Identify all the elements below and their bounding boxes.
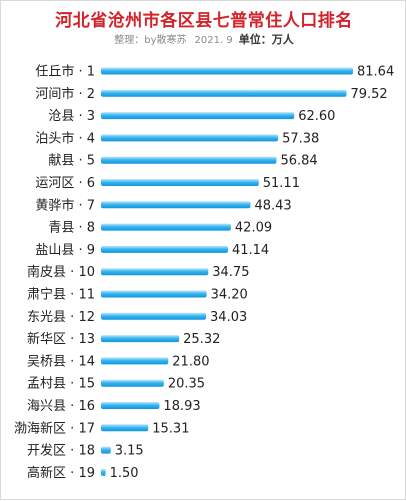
category-label: 孟村县 · 15 (27, 377, 95, 392)
category-label: 河间市 · 2 (35, 86, 95, 102)
value-label: 48.43 (254, 198, 291, 213)
chart-subtitle: 整理：by散寒苏 2021. 9 单位：万人 (1, 31, 406, 47)
value-label: 20.35 (168, 377, 205, 392)
value-label: 34.03 (210, 310, 247, 325)
value-label: 3.15 (115, 444, 144, 459)
category-label: 青县 · 8 (48, 221, 95, 236)
bar (101, 357, 169, 365)
category-label: 东光县 · 12 (27, 310, 95, 325)
bar (101, 112, 295, 120)
category-label: 泊头市 · 4 (35, 130, 95, 146)
category-label: 南皮县 · 10 (27, 264, 95, 280)
value-label: 21.80 (172, 354, 209, 369)
bar (101, 134, 279, 142)
category-label: 新华区 · 13 (27, 331, 95, 347)
bar (101, 312, 207, 320)
bar (101, 335, 180, 343)
chart-title: 河北省沧州市各区县七普常住人口排名 (55, 11, 353, 31)
value-label: 56.84 (280, 154, 317, 169)
bar (101, 379, 164, 387)
bar (101, 67, 353, 75)
value-label: 15.31 (152, 421, 189, 436)
value-label: 42.09 (235, 221, 272, 236)
category-label: 献县 · 5 (48, 154, 95, 169)
category-label: 黄骅市 · 7 (35, 197, 95, 213)
bar (101, 468, 106, 476)
value-label: 41.14 (232, 243, 269, 258)
bar (101, 424, 149, 432)
category-label: 任丘市 · 1 (35, 64, 95, 80)
category-label: 海兴县 · 16 (27, 399, 95, 414)
value-label: 51.11 (263, 176, 300, 191)
category-label: 肃宁县 · 11 (27, 287, 95, 303)
category-label: 沧县 · 3 (48, 108, 95, 124)
value-label: 25.32 (183, 332, 220, 347)
bar (101, 89, 347, 97)
category-label: 开发区 · 18 (27, 443, 95, 459)
bar (101, 223, 231, 231)
value-label: 57.38 (282, 131, 319, 146)
value-label: 79.52 (350, 87, 387, 102)
value-label: 34.20 (211, 288, 248, 303)
bar (101, 290, 207, 298)
value-label: 18.93 (163, 399, 200, 414)
bar (101, 245, 228, 253)
subtitle-credit: 整理：by散寒苏 (114, 35, 187, 46)
bar (101, 201, 251, 209)
subtitle-date: 2021. 9 (194, 35, 233, 46)
category-label: 高新区 · 19 (27, 465, 95, 481)
category-label: 运河区 · 6 (35, 176, 95, 191)
value-label: 34.75 (212, 265, 249, 280)
bar (101, 446, 111, 454)
bar (101, 402, 160, 409)
value-label: 81.64 (357, 65, 394, 80)
bar (101, 268, 209, 276)
value-label: 62.60 (298, 109, 335, 124)
category-label: 盐山县 · 9 (35, 243, 95, 258)
bars-group: 任丘市 · 1 81.64 河间市 · 2 79.52 沧县 · 3 62.60 泊头市 ·… (14, 64, 394, 481)
bar (101, 179, 259, 186)
subtitle-unit: 单位：万人 (238, 33, 294, 46)
category-label: 渤海新区 · 17 (14, 420, 95, 436)
bar (101, 156, 277, 164)
category-label: 吴桥县 · 14 (27, 354, 95, 369)
value-label: 1.50 (110, 466, 139, 481)
